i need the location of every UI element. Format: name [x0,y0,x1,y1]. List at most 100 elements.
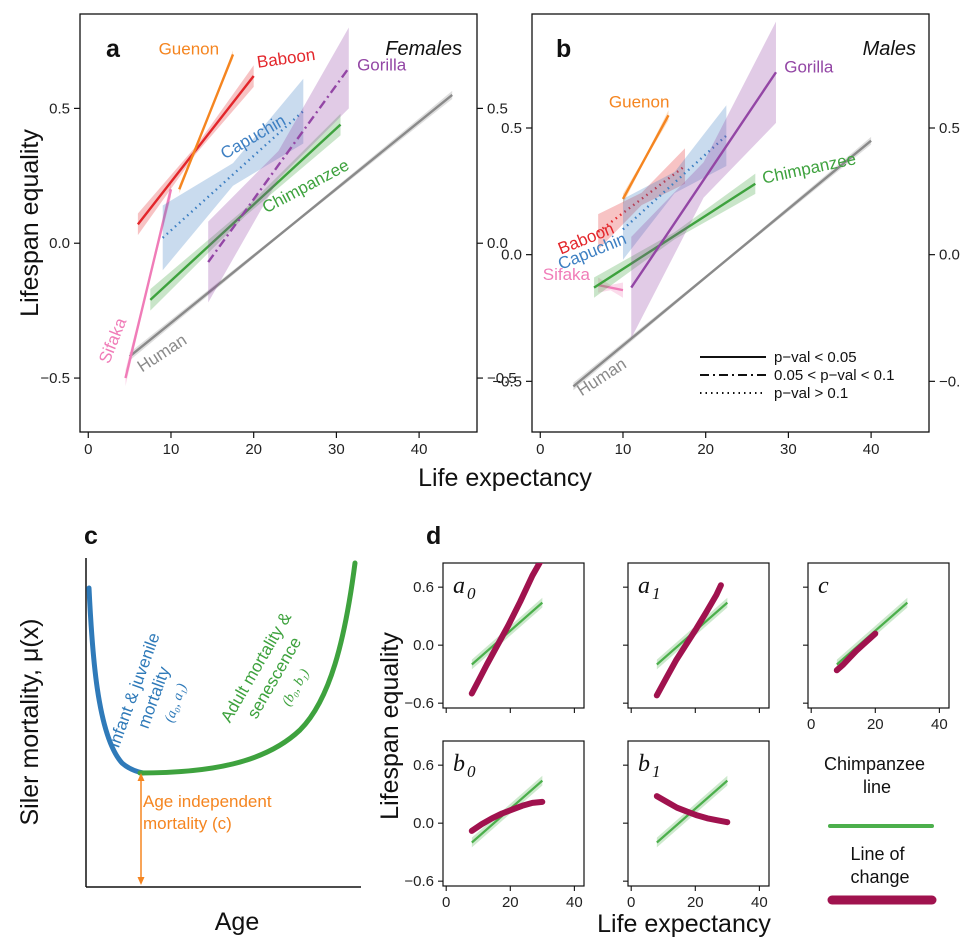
y-tick-label: −0.5 [492,373,522,390]
change-line [653,793,731,826]
x-tick-label: 0 [536,441,544,458]
subplot-lines [468,563,544,697]
panel-a-frame [79,13,478,433]
x-tick-label: 20 [867,716,884,733]
x-tick-label: 40 [751,894,768,911]
y-tick-label-right: 0.0 [939,247,960,264]
subplot-c: 0 20 40 c [803,562,950,733]
guenon-label: Guenon [609,93,670,112]
subplot-lines [653,582,729,699]
x-tick-label: 0 [627,894,635,911]
gorilla-label: Gorilla [357,56,407,75]
panel-b-legend: p−val < 0.050.05 < p−val < 0.1p−val > 0.… [700,349,895,402]
panel-b-series [572,21,872,391]
x-tick-label: 30 [780,441,797,458]
x-tick-label: 0 [807,716,815,733]
legend-chimp-label: Chimpanzee line [824,754,930,797]
y-tick-label: 0.0 [413,815,434,832]
y-tick-label: 0.6 [413,579,434,596]
subplot-frame [627,562,770,709]
legend-entry: p−val > 0.1 [774,385,848,402]
legend-entry: 0.05 < p−val < 0.1 [774,367,895,384]
guenon-label: Guenon [159,39,220,58]
y-tick-label-right: 0.5 [939,120,960,137]
infant-label-group: Infant & juvenile mortality (a₀, a₁) [104,630,190,750]
subplot-frame [807,562,950,709]
panel-d-y-axis-label: Lifespan equality [376,632,404,820]
y-tick-label-right: −0.5 [487,370,517,387]
svg-text:Adult mortality & sene: Adult mortality & senescence (b₀, b₁) [217,605,335,747]
subplot-a0: 0.6 0.0 −0.6 a 0 [404,562,585,713]
y-tick-label: 0.0 [413,637,434,654]
panel-a-y-ticks: 0.5 0.5 0.0 0.0 −0.5 −0.5 [40,100,516,387]
x-tick-label: 0 [442,894,450,911]
age-independent-arrow [137,773,145,885]
guenon-line [178,54,235,190]
y-tick-label: 0.0 [501,247,522,264]
y-tick-label: 0.0 [49,235,70,252]
legend-change-label: Line of change [850,844,909,887]
x-tick-label: 20 [697,441,714,458]
guenon-line [621,114,670,200]
sifaka-line [124,189,173,379]
change-line [653,582,724,699]
capuchin-ci-band [622,105,727,260]
baboon-label: Baboon [256,45,317,72]
infant-mortality-curve [86,585,146,776]
panel-d-x-axis-label: Life expectancy [597,910,771,938]
panel-b-title: Males [863,38,916,60]
gorilla-line [207,67,350,263]
panels-ab-x-axis-label: Life expectancy [418,464,592,492]
change-line [468,563,544,697]
adult-label-group: Adult mortality & senescence (b₀, b₁) [217,605,335,747]
y-tick-label: −0.5 [40,370,70,387]
human-label: Human [134,330,190,376]
panel-b-frame [531,13,930,433]
subplot-frame [442,562,585,709]
age-independent-label: Age independent mortality (c) [143,792,276,833]
panel-a-y-axis-label: Lifespan equality [16,129,44,317]
sifaka-line [597,283,624,292]
gorilla-line [630,71,777,289]
chimpanzee-label: Chimpanzee [760,149,857,187]
panel-a-title: Females [385,38,462,60]
x-tick-label: 40 [863,441,880,458]
subplot-b0: 0 20 40 0.6 0.0 −0.6 b 0 [404,740,585,911]
panel-a: a Females 0 10 20 30 40 0.5 0.5 0.0 0.0 −0.5 −0.5… [40,13,517,458]
x-tick-label: 10 [615,441,632,458]
y-tick-label: 0.5 [501,120,522,137]
panel-c-letter: c [84,522,98,550]
change-line [833,630,879,674]
x-tick-label: 40 [411,441,428,458]
capuchin-line [622,134,728,231]
y-tick-label: 0.6 [413,757,434,774]
panel-c-y-axis-label: Siler mortality, μ(x) [16,618,44,825]
x-tick-label: 20 [502,894,519,911]
panel-b-y-ticks: 0.5 0.5 0.0 0.0 −0.5 −0.5 [492,120,960,390]
y-tick-label: 0.5 [49,100,70,117]
change-line [468,798,546,834]
subplot-frame [442,740,585,887]
subplot-b1: 0 20 40 b 1 [623,740,770,911]
subplot-param-label: c [818,573,829,599]
y-tick-label-right: −0.5 [939,373,960,390]
x-tick-label: 20 [687,894,704,911]
x-tick-label: 10 [163,441,180,458]
x-tick-label: 40 [566,894,583,911]
sifaka-label: Sifaka [543,265,591,284]
panel-a-letter: a [106,35,121,63]
panel-d-legend: Chimpanzee line Line of change [824,754,937,905]
y-tick-label-right: 0.5 [487,100,508,117]
panel-d-letter: d [426,522,441,550]
panel-a-series [124,27,453,387]
chimpanzee-line [593,182,756,289]
panel-b-letter: b [556,35,571,63]
gorilla-label: Gorilla [784,57,834,76]
